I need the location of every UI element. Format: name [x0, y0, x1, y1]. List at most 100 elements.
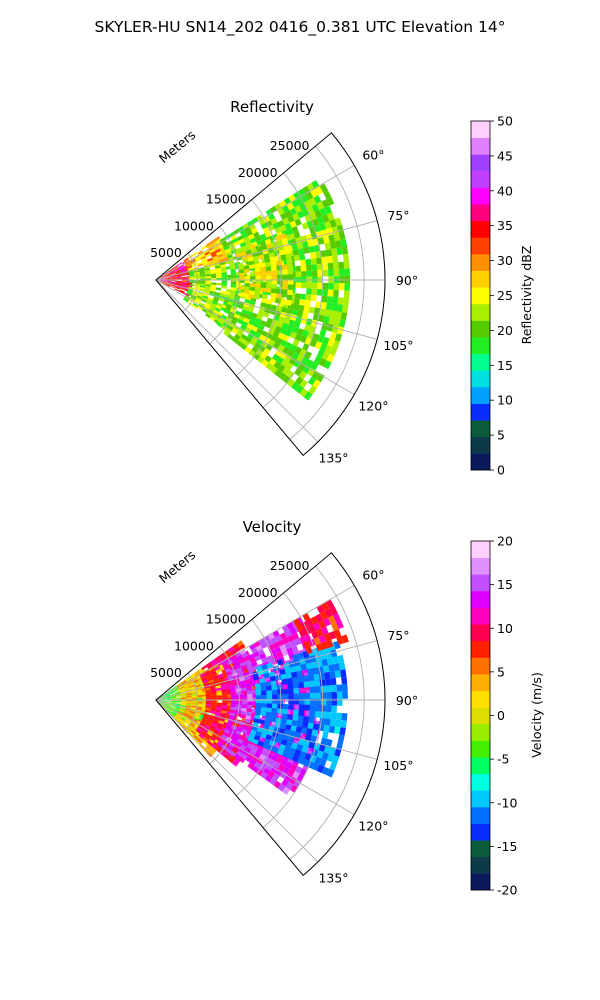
- echo-cell: [204, 251, 211, 256]
- echo-cell: [208, 681, 215, 686]
- echo-cell: [170, 275, 176, 278]
- echo-cell: [220, 712, 227, 717]
- echo-cell: [194, 714, 200, 718]
- echo-cell: [280, 254, 287, 261]
- echo-cell: [316, 289, 323, 296]
- echo-cell: [322, 269, 329, 277]
- echo-cell: [291, 226, 299, 234]
- echo-cell: [175, 705, 181, 708]
- echo-cell: [277, 703, 283, 709]
- echo-cell: [186, 677, 192, 682]
- echo-cell: [168, 688, 174, 692]
- echo-cell: [279, 744, 286, 751]
- echo-cell: [302, 241, 309, 249]
- echo-cell: [230, 654, 237, 660]
- echo-cell: [178, 709, 185, 713]
- echo-cell: [221, 707, 228, 712]
- echo-cell: [295, 265, 302, 272]
- echo-cell: [165, 701, 171, 704]
- echo-cell: [172, 685, 178, 689]
- echo-cell: [270, 261, 277, 267]
- echo-cell: [294, 638, 302, 646]
- echo-cell: [287, 735, 295, 743]
- echo-cell: [255, 731, 262, 737]
- echo-cell: [251, 227, 258, 234]
- echo-cell: [240, 711, 247, 716]
- echo-cell: [323, 235, 330, 244]
- echo-cell: [277, 763, 286, 772]
- echo-cell: [256, 214, 264, 222]
- echo-cell: [271, 703, 278, 709]
- echo-cell: [303, 681, 310, 688]
- colorbar-swatch: [471, 574, 490, 592]
- echo-cell: [270, 754, 278, 762]
- echo-cell: [279, 632, 287, 640]
- echo-cell: [194, 712, 201, 716]
- echo-cell: [244, 326, 252, 334]
- echo-cell: [223, 330, 230, 337]
- echo-cell: [244, 746, 252, 753]
- echo-cell: [186, 694, 192, 697]
- echo-cell: [263, 253, 270, 259]
- echo-cell: [305, 191, 314, 201]
- echo-cell: [186, 702, 192, 705]
- echo-cell: [317, 237, 325, 245]
- echo-cell: [304, 704, 310, 711]
- echo-cell: [169, 705, 175, 709]
- echo-cell: [310, 616, 319, 625]
- echo-cell: [260, 707, 267, 712]
- echo-cell: [191, 704, 197, 707]
- echo-cell: [318, 619, 326, 629]
- colorbar-swatch: [471, 673, 490, 691]
- echo-cell: [229, 712, 236, 717]
- sector-outline: [155, 552, 386, 877]
- echo-cell: [244, 299, 251, 304]
- echo-cell: [254, 267, 261, 272]
- echo-cell: [263, 756, 271, 764]
- echo-cell: [297, 652, 305, 660]
- echo-cell: [170, 701, 177, 703]
- echo-cell: [287, 768, 295, 777]
- echo-cell: [229, 750, 237, 757]
- echo-cell: [336, 712, 343, 721]
- echo-cell: [189, 275, 195, 278]
- echo-cell: [332, 262, 339, 270]
- echo-cell: [170, 696, 177, 699]
- echo-cell: [277, 639, 285, 647]
- echo-cell: [222, 731, 229, 737]
- echo-cell: [291, 720, 298, 727]
- echo-cell: [249, 286, 256, 292]
- echo-cell: [246, 230, 253, 237]
- echo-cell: [206, 740, 213, 746]
- echo-cell: [309, 704, 316, 712]
- echo-cell: [255, 691, 262, 696]
- echo-cell: [271, 685, 278, 691]
- echo-cell: [326, 657, 334, 666]
- echo-cell: [247, 220, 254, 227]
- echo-cell: [205, 733, 212, 739]
- echo-cell: [227, 756, 235, 764]
- echo-cell: [343, 297, 350, 306]
- echo-cell: [229, 685, 236, 690]
- echo-cell: [317, 314, 325, 323]
- echo-cell: [230, 284, 237, 288]
- echo-cell: [258, 764, 266, 772]
- echo-cell: [289, 207, 297, 216]
- echo-cell: [249, 643, 256, 650]
- echo-cell: [197, 701, 203, 704]
- echo-cell: [200, 255, 207, 260]
- echo-cell: [186, 726, 192, 732]
- echo-cell: [201, 308, 208, 314]
- echo-cell: [176, 713, 182, 718]
- echo-cell: [197, 725, 204, 731]
- echo-cell: [169, 691, 175, 694]
- echo-cell: [227, 333, 234, 340]
- echo-cell: [174, 269, 180, 273]
- echo-cell: [174, 707, 181, 710]
- echo-cell: [189, 684, 195, 688]
- echo-cell: [289, 627, 297, 635]
- echo-cell: [180, 695, 187, 698]
- echo-cell: [245, 679, 252, 684]
- echo-cell: [181, 274, 187, 277]
